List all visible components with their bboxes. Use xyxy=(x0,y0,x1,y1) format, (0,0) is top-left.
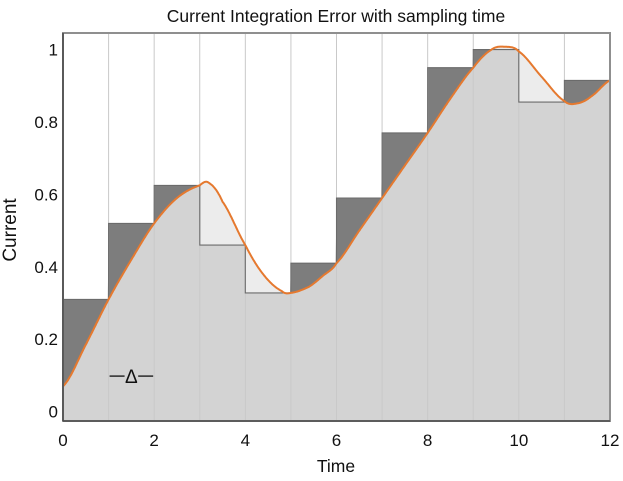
y-tick-label: 0 xyxy=(49,403,58,422)
x-axis-label: Time xyxy=(317,456,355,476)
y-tick-label: 1 xyxy=(49,41,58,60)
x-tick-label: 10 xyxy=(509,431,528,450)
current-curve-line xyxy=(62,45,611,388)
x-tick-label: 4 xyxy=(241,431,250,450)
delta-symbol: Δ xyxy=(125,367,138,388)
x-tick-label: 2 xyxy=(149,431,158,450)
plot-frame xyxy=(62,32,611,422)
y-axis-label: Current xyxy=(0,198,21,262)
y-tick-label: 0.4 xyxy=(34,258,58,277)
sampling-interval-annotation: Δ xyxy=(109,367,154,388)
x-tick-labels: 0 2 4 6 8 10 12 xyxy=(58,431,619,450)
sampled-step-line xyxy=(63,49,610,300)
x-tick-label: 6 xyxy=(332,431,341,450)
y-tick-label: 0.8 xyxy=(34,113,58,132)
y-tick-label: 0.2 xyxy=(34,330,58,349)
y-tick-labels: 0 0.2 0.4 0.6 0.8 1 xyxy=(34,41,58,422)
y-tick-label: 0.6 xyxy=(34,185,58,204)
x-tick-label: 12 xyxy=(601,431,620,450)
x-tick-label: 8 xyxy=(423,431,432,450)
x-tick-label: 0 xyxy=(58,431,67,450)
chart-title: Current Integration Error with sampling … xyxy=(167,6,505,26)
